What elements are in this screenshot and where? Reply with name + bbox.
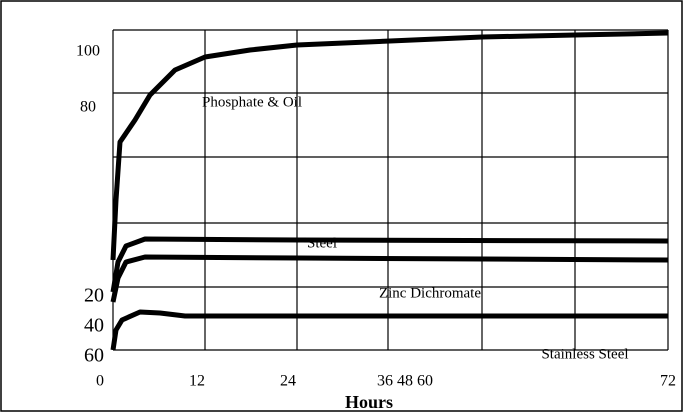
x-label: 12 bbox=[189, 373, 205, 390]
curve-label: Steel bbox=[307, 235, 337, 251]
x-label: 36 48 60 bbox=[377, 373, 433, 390]
curve-label: Phosphate & Oil bbox=[202, 94, 302, 110]
x-axis-title: Hours bbox=[345, 392, 393, 412]
curve-labels: Phosphate & Oil Steel Zinc Dichromate St… bbox=[202, 94, 629, 362]
curves bbox=[110, 30, 669, 351]
stainless-curve bbox=[110, 309, 668, 351]
y-label: 60 bbox=[84, 345, 104, 367]
x-axis-labels: 0 12 24 36 48 60 72 bbox=[96, 373, 676, 390]
curve-label: Stainless Steel bbox=[541, 346, 628, 362]
y-label: 20 bbox=[84, 285, 104, 307]
grid bbox=[112, 29, 669, 351]
phosphate-curve bbox=[110, 30, 669, 261]
x-label: 72 bbox=[660, 373, 676, 390]
y-label: 80 bbox=[80, 99, 96, 116]
x-label: 24 bbox=[280, 373, 296, 390]
y-axis-labels-lower: 20 40 60 bbox=[84, 285, 104, 367]
x-label: 0 bbox=[96, 373, 104, 390]
y-label: 100 bbox=[76, 43, 100, 60]
y-label: 40 bbox=[84, 315, 104, 337]
zinc-curve bbox=[110, 254, 669, 303]
y-axis-labels: 100 80 bbox=[76, 43, 100, 116]
curve-label: Zinc Dichromate bbox=[379, 285, 481, 301]
steel-curve bbox=[110, 236, 669, 293]
